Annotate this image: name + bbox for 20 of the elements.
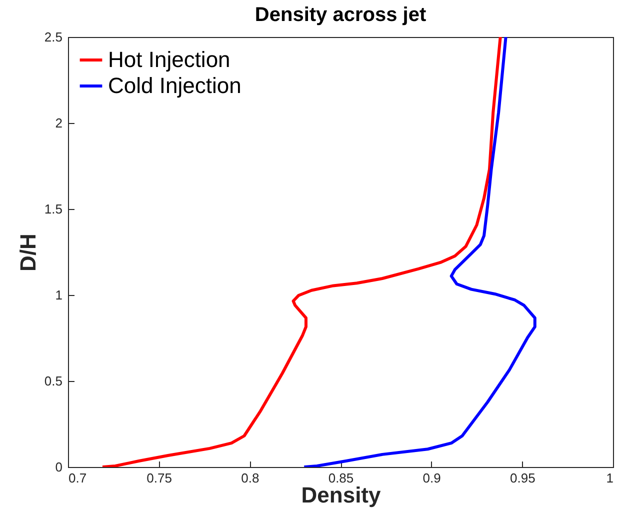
x-axis-title: Density xyxy=(301,482,382,508)
x-tick-label: 1 xyxy=(606,470,614,486)
x-tick-label: 0.85 xyxy=(328,470,354,486)
y-tick-label: 0 xyxy=(55,460,62,474)
x-tick-label: 0.75 xyxy=(146,470,172,486)
legend-label: Cold Injection xyxy=(108,73,242,98)
chart-title: Density across jet xyxy=(254,4,426,26)
x-tick-label: 0.95 xyxy=(510,470,536,486)
y-axis-title: D/H xyxy=(15,234,40,272)
y-tick-label: 2.5 xyxy=(44,30,62,44)
y-tick-label: 1.5 xyxy=(44,202,62,216)
line-series xyxy=(101,37,502,467)
legend-label: Hot Injection xyxy=(108,47,230,72)
x-tick-label: 0.8 xyxy=(241,470,260,486)
y-tick-label: 2 xyxy=(55,116,62,130)
y-tick-label: 0.5 xyxy=(44,374,62,388)
y-tick-label: 1 xyxy=(55,288,62,302)
x-tick-label: 0.7 xyxy=(68,470,87,486)
x-tick-label: 0.9 xyxy=(422,470,441,486)
line-series xyxy=(302,37,536,467)
